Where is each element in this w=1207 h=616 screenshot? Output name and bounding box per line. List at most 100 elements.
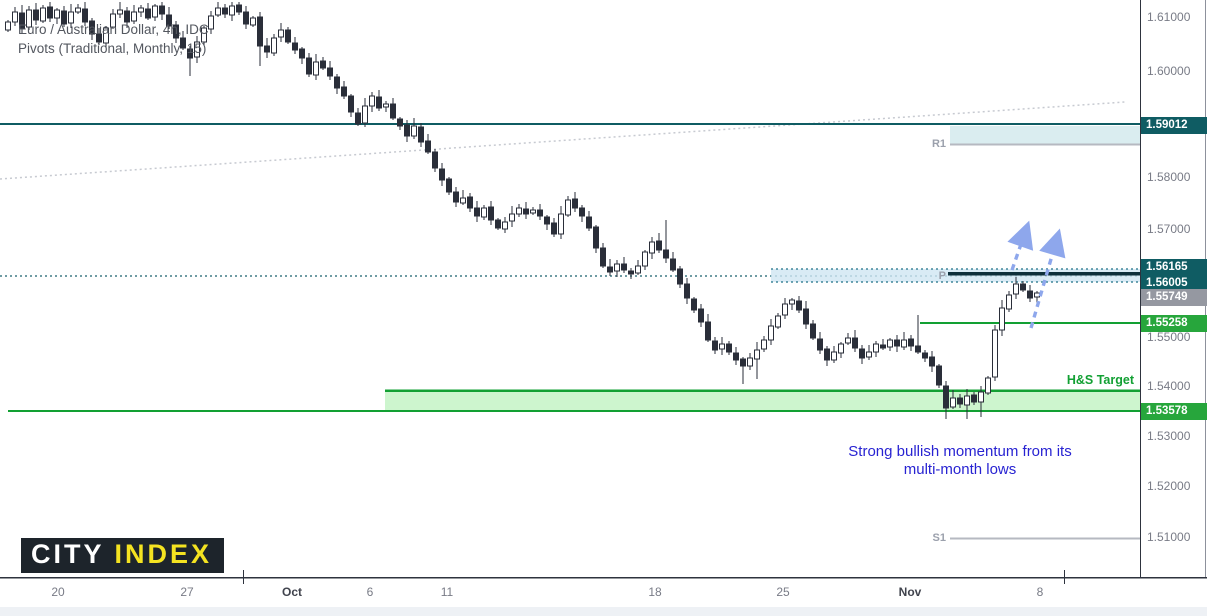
candle-up: [460, 190, 466, 205]
candle-up: [502, 217, 508, 233]
candle-up: [985, 376, 991, 395]
candle-down: [684, 278, 690, 304]
candle-up: [75, 4, 81, 14]
candle-down: [173, 21, 179, 43]
candle-down: [243, 6, 249, 29]
indicator-title[interactable]: Pivots (Traditional, Monthly, 15): [18, 41, 207, 56]
price-tick-label: 1.55000: [1147, 330, 1191, 344]
time-scale[interactable]: 20 27 Oct 6 11 18 25 Nov 8: [0, 578, 1207, 616]
candle-up: [208, 11, 214, 34]
candle-down: [698, 304, 704, 327]
candle-up: [26, 6, 32, 30]
candle-down: [712, 337, 718, 354]
candle-up: [789, 298, 795, 310]
candle-down: [733, 347, 739, 365]
candle-down: [726, 341, 732, 355]
price-badge-teal: 1.56165: [1141, 258, 1207, 276]
candle-down: [796, 296, 802, 313]
logo-city-text: CITY: [31, 539, 115, 569]
candle-down: [621, 257, 627, 273]
candle-down: [425, 134, 431, 154]
candle-up: [516, 204, 522, 217]
candle-down: [908, 335, 914, 351]
candle-up: [992, 325, 998, 381]
candle-down: [285, 27, 291, 44]
symbol-title[interactable]: Euro / Australian Dollar, 4h, IDC: [18, 22, 209, 37]
candle-down: [929, 351, 935, 372]
candle-down: [159, 2, 165, 20]
candle-up: [138, 5, 144, 17]
candle-down: [663, 220, 669, 263]
candle-down: [495, 218, 501, 230]
candle-up: [642, 250, 648, 270]
candle-up: [369, 92, 375, 112]
bullish-arrow-2[interactable]: [1029, 228, 1066, 329]
candle-down: [187, 46, 193, 76]
pivot-p-label: P: [938, 270, 946, 282]
candle-up: [40, 5, 46, 23]
candle-up: [873, 341, 879, 357]
bottom-strip: [0, 607, 1207, 616]
candle-down: [572, 192, 578, 212]
candle-up: [558, 206, 564, 239]
candle-up: [999, 300, 1005, 336]
price-tick-label: 1.52000: [1147, 479, 1191, 493]
hs-target-zone[interactable]: [385, 391, 1140, 412]
price-badge-gray: 1.55749: [1141, 288, 1207, 306]
candle-up: [194, 36, 200, 63]
time-tick-label: 20: [51, 585, 65, 599]
candle-down: [124, 7, 130, 28]
momentum-annotation[interactable]: Strong bullish momentum from its multi-m…: [828, 443, 1092, 479]
candle-up: [887, 338, 893, 351]
candle-up: [383, 101, 389, 112]
candle-down: [236, 2, 242, 15]
price-badge-green: 1.53578: [1141, 402, 1207, 420]
time-tick-label: 11: [440, 585, 454, 599]
candle-down: [390, 98, 396, 120]
price-tick-label: 1.60000: [1147, 64, 1191, 78]
price-tick-label: 1.51000: [1147, 530, 1191, 544]
candle-down: [96, 28, 102, 45]
candle-up: [278, 23, 284, 42]
price-tick-label: 1.54000: [1147, 379, 1191, 393]
candle-down: [1027, 285, 1033, 302]
candle-down: [439, 163, 445, 186]
candle-up: [866, 345, 872, 360]
candle-down: [320, 57, 326, 70]
candle-up: [271, 34, 277, 56]
price-tick-label: 1.61000: [1147, 10, 1191, 24]
candle-down: [334, 74, 340, 94]
city-index-logo: CITY INDEX: [21, 538, 225, 573]
candle-up: [5, 20, 11, 32]
candle-down: [943, 381, 949, 419]
candle-up: [530, 207, 536, 215]
candle-down: [824, 346, 830, 366]
price-tick-label: 1.58000: [1147, 170, 1191, 184]
candle-down: [579, 205, 585, 222]
candle-down: [19, 5, 25, 34]
hs-target-label[interactable]: H&S Target: [1066, 373, 1134, 387]
resistance-band[interactable]: [771, 269, 1140, 282]
candle-up: [845, 333, 851, 345]
candle-down: [292, 37, 298, 54]
candle-down: [936, 364, 942, 388]
candle-down: [810, 320, 816, 340]
candle-up: [411, 118, 417, 139]
candle-down: [1020, 281, 1026, 292]
bullish-arrow-1[interactable]: [1007, 220, 1034, 271]
candle-up: [901, 332, 907, 350]
candle-down: [180, 31, 186, 50]
candle-down: [607, 259, 613, 276]
price-scale[interactable]: 1.61000 1.60000 1.58000 1.57000 1.55000 1.540…: [1141, 0, 1207, 577]
candle-up: [215, 2, 221, 17]
candle-down: [852, 330, 858, 352]
candle-down: [670, 252, 676, 272]
candle-down: [327, 61, 333, 80]
r1-zone: [950, 126, 1140, 144]
candle-down: [593, 225, 599, 253]
candle-up: [719, 337, 725, 355]
candle-up: [775, 313, 781, 329]
candle-down: [341, 81, 347, 99]
price-tick-label: 1.53000: [1147, 429, 1191, 443]
